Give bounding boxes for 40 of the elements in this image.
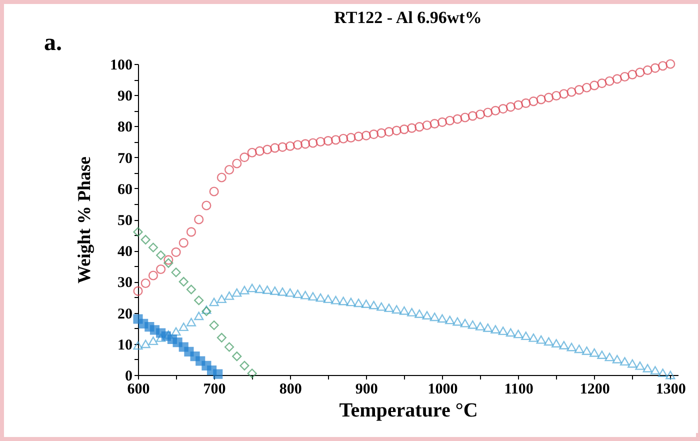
y-tick-label: 100 xyxy=(110,58,132,74)
chart-title: RT122 - Al 6.96wt% xyxy=(334,8,482,27)
point xyxy=(148,242,158,252)
point xyxy=(140,234,150,244)
y-tick-label: 10 xyxy=(118,337,132,354)
x-tick-label: 1000 xyxy=(428,382,458,398)
y-tick-label: 20 xyxy=(118,306,132,322)
x-tick-label: 800 xyxy=(279,382,302,398)
point xyxy=(133,227,143,237)
y-axis-title: Weight % Phase xyxy=(74,156,94,284)
x-tick-label: 700 xyxy=(203,382,226,398)
y-tick-label: 90 xyxy=(118,88,132,105)
y-tick-label: 0 xyxy=(125,368,132,384)
y-tick-label: 60 xyxy=(118,182,132,198)
x-tick-label: 600 xyxy=(127,382,150,398)
point xyxy=(240,360,250,370)
point xyxy=(232,352,242,362)
point xyxy=(164,258,174,268)
point xyxy=(202,306,212,316)
x-tick-label: 1100 xyxy=(504,382,534,398)
x-tick-label: 1300 xyxy=(656,382,686,398)
point xyxy=(216,332,226,342)
point xyxy=(178,276,188,286)
point xyxy=(156,250,166,260)
x-tick-label: 1200 xyxy=(580,382,610,398)
point xyxy=(186,284,196,294)
point xyxy=(194,296,204,306)
point xyxy=(224,342,234,352)
point xyxy=(209,320,219,330)
x-axis-title: Temperature °C xyxy=(339,400,478,422)
point xyxy=(213,369,223,379)
point xyxy=(247,368,257,378)
point xyxy=(171,268,181,278)
y-tick-label: 70 xyxy=(118,150,132,167)
x-tick-label: 900 xyxy=(355,382,378,398)
y-tick-label: 40 xyxy=(118,244,132,260)
y-tick-label: 80 xyxy=(118,120,132,136)
text: a. xyxy=(44,30,62,57)
y-tick-label: 30 xyxy=(118,275,132,292)
y-tick-label: 50 xyxy=(118,213,132,229)
